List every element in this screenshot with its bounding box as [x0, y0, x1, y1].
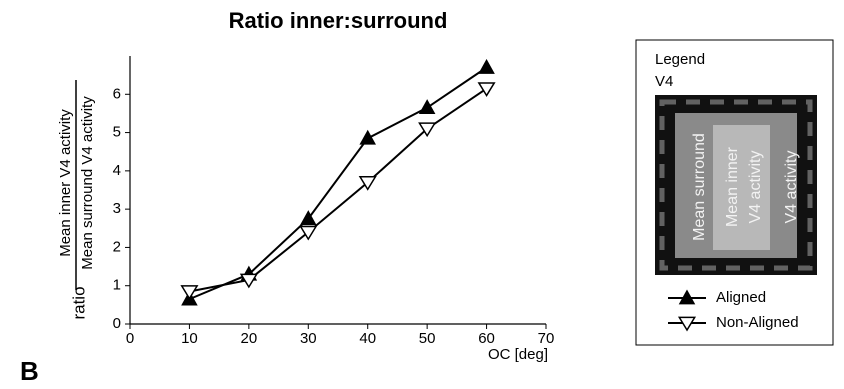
y-axis-label: Mean surround V4 activity [79, 96, 96, 270]
legend-image-label: V4 activity [747, 151, 764, 224]
x-tick-label: 20 [241, 330, 258, 347]
series-line [189, 67, 486, 299]
chart-title: Ratio inner:surround [229, 8, 448, 33]
y-tick-label: 0 [113, 315, 121, 332]
y-tick-label: 1 [113, 277, 121, 294]
legend-image-label: Mean inner [724, 146, 741, 227]
y-tick-label: 2 [113, 238, 121, 255]
x-tick-label: 60 [478, 330, 495, 347]
panel-label: B [20, 356, 39, 386]
x-axis-label: OC [deg] [488, 346, 548, 363]
x-tick-label: 50 [419, 330, 436, 347]
y-tick-label: 5 [113, 124, 121, 141]
legend-subtitle: V4 [655, 73, 673, 90]
x-tick-label: 70 [538, 330, 555, 347]
x-tick-label: 0 [126, 330, 134, 347]
legend-image-label: V4 activity [783, 151, 800, 224]
y-tick-label: 4 [113, 162, 121, 179]
y-tick-label: 3 [113, 200, 121, 217]
legend-label: Non-Aligned [716, 314, 799, 331]
y-tick-label: 6 [113, 85, 121, 102]
y-axis-label: ratio [69, 286, 88, 319]
y-axis-label: Mean inner V4 activity [57, 109, 74, 257]
legend-title: Legend [655, 51, 705, 68]
x-tick-label: 40 [359, 330, 376, 347]
data-point [420, 101, 434, 114]
data-point [480, 60, 494, 73]
data-point [479, 83, 494, 96]
data-point [361, 131, 375, 144]
x-tick-label: 30 [300, 330, 317, 347]
chart: Ratio inner:surround B OC [deg] ratio Me… [0, 0, 844, 389]
series-line [189, 89, 486, 292]
page: Ratio inner:surround B OC [deg] ratio Me… [0, 0, 844, 389]
legend-image-label: Mean surround [691, 133, 708, 241]
legend-label: Aligned [716, 289, 766, 306]
x-tick-label: 10 [181, 330, 198, 347]
